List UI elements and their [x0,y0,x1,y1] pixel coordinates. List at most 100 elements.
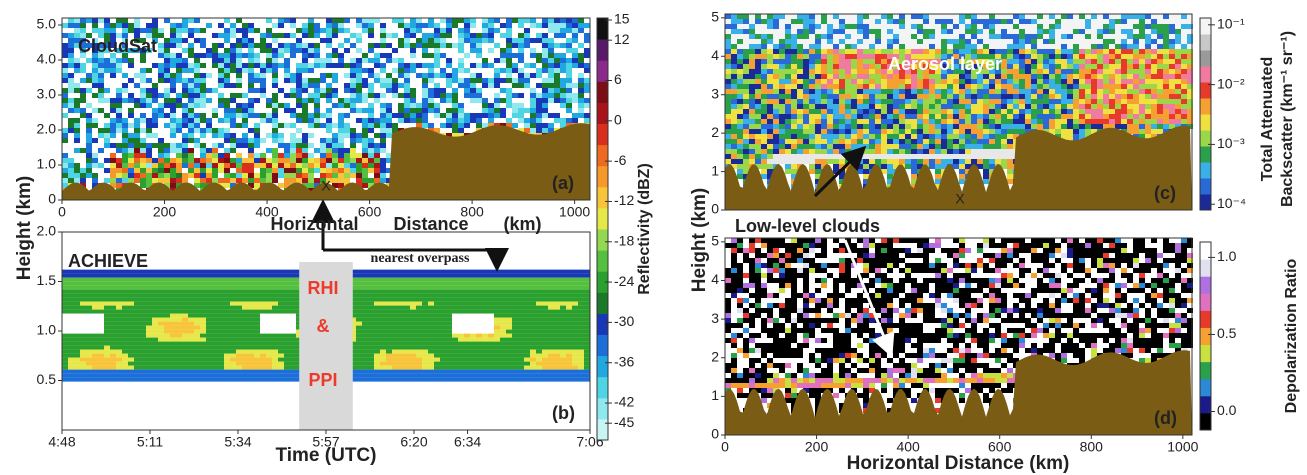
cell [374,43,380,48]
cell [170,350,176,354]
cell [332,48,338,53]
cell [122,318,128,322]
cell [440,18,446,23]
cell [284,123,290,128]
cell [284,83,290,88]
cell [272,18,278,23]
cell [572,103,578,108]
cell [476,326,482,330]
cell [254,334,260,338]
cell [422,270,428,274]
cell [284,23,290,28]
cell [188,103,194,108]
cell [554,374,560,378]
cell [320,133,326,138]
cell [398,278,404,282]
cell [194,128,200,133]
cell [134,322,140,326]
cell [158,326,164,330]
cell [242,334,248,338]
cell [374,18,380,23]
cell [104,314,110,318]
cell [146,148,152,153]
cell [548,43,554,48]
cell [506,310,512,314]
cell [68,278,74,282]
cell [266,108,272,113]
cell [398,103,404,108]
cell [452,342,458,346]
cell [446,123,452,128]
cell [248,138,254,143]
cell [362,113,368,118]
cell [410,286,416,290]
cell [464,98,470,103]
cell [470,58,476,63]
cell [206,270,212,274]
cell [452,78,458,83]
cell [182,282,188,286]
cell [194,148,200,153]
cell [416,310,422,314]
cell [308,123,314,128]
cell [188,158,194,163]
cell [134,274,140,278]
cell [434,123,440,128]
cell [182,93,188,98]
cell [380,73,386,78]
cell [140,362,146,366]
cell [440,374,446,378]
cell [128,133,134,138]
cell [332,163,338,168]
cell [74,286,80,290]
cell [188,128,194,133]
cell [422,103,428,108]
cell [368,274,374,278]
cell [134,98,140,103]
cell [200,38,206,43]
cell [398,330,404,334]
cell [68,28,74,33]
cell [86,286,92,290]
cell [176,168,182,173]
cell [134,133,140,138]
cell [536,378,542,382]
cell [206,366,212,370]
cell [68,294,74,298]
cell [392,278,398,282]
cell [224,63,230,68]
cell [560,63,566,68]
cell [548,342,554,346]
cell [158,274,164,278]
cell [422,113,428,118]
cell [512,326,518,330]
cell [68,358,74,362]
cell [236,153,242,158]
cell [506,88,512,93]
cell [458,23,464,28]
cell [464,78,470,83]
cell [284,366,290,370]
cell [374,354,380,358]
cell [260,173,266,178]
cell [476,310,482,314]
cell [398,310,404,314]
cell [470,378,476,382]
cell [236,354,242,358]
cell [266,173,272,178]
cell [104,83,110,88]
cell [104,63,110,68]
cell [518,302,524,306]
cell [326,153,332,158]
cell [200,310,206,314]
cell [128,178,134,183]
cell [428,286,434,290]
cell [86,322,92,326]
cell [338,103,344,108]
cell [380,18,386,23]
cell [314,163,320,168]
cell [122,23,128,28]
cell [518,326,524,330]
cell [410,88,416,93]
cell [194,278,200,282]
